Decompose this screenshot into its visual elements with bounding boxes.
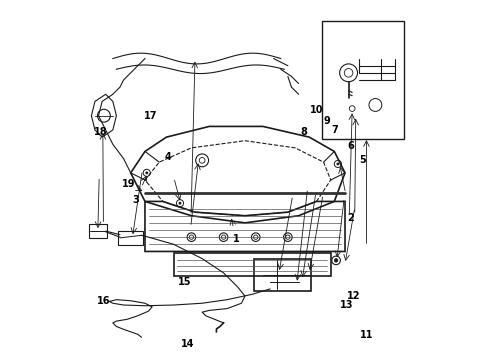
Text: 8: 8 — [300, 127, 307, 137]
Circle shape — [178, 202, 181, 204]
Text: 7: 7 — [331, 125, 338, 135]
Text: 5: 5 — [360, 156, 366, 165]
Circle shape — [146, 171, 148, 174]
Text: 19: 19 — [122, 179, 136, 189]
Text: 11: 11 — [360, 330, 373, 341]
Text: 6: 6 — [347, 141, 354, 151]
Circle shape — [337, 162, 339, 165]
Text: 1: 1 — [233, 234, 240, 244]
Text: 12: 12 — [347, 291, 361, 301]
Text: 4: 4 — [165, 152, 172, 162]
Text: 17: 17 — [144, 111, 157, 121]
Text: 14: 14 — [181, 339, 195, 349]
Text: 2: 2 — [347, 212, 354, 222]
Text: 15: 15 — [177, 277, 191, 287]
Circle shape — [334, 258, 338, 262]
Text: 16: 16 — [97, 296, 111, 306]
Text: 10: 10 — [310, 105, 323, 115]
Text: 3: 3 — [133, 195, 140, 204]
Text: 13: 13 — [340, 300, 354, 310]
Text: 9: 9 — [324, 116, 331, 126]
Text: 18: 18 — [94, 127, 107, 137]
